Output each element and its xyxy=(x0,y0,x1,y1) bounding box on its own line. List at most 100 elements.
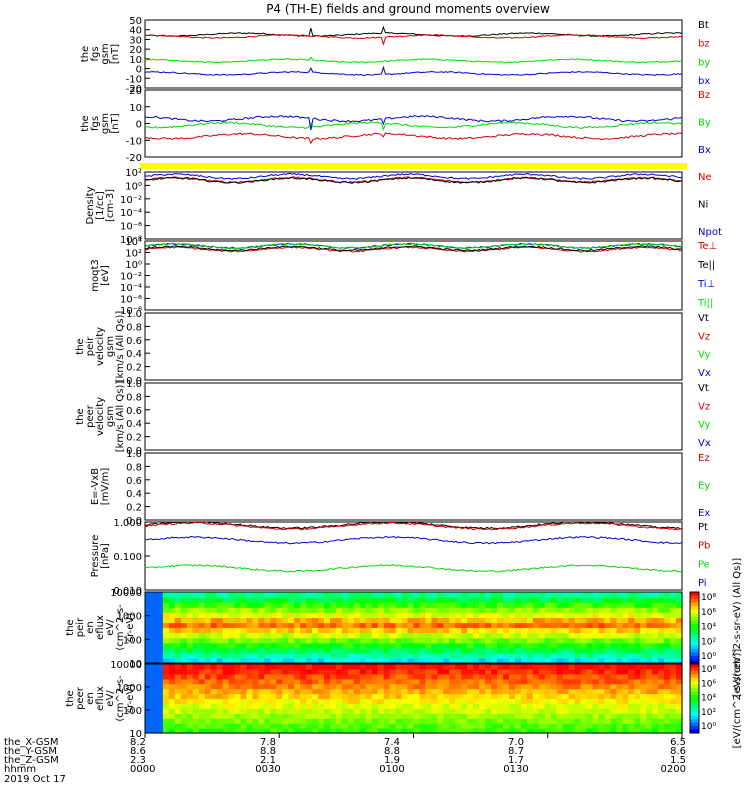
heatmap-cell xyxy=(616,632,623,639)
heatmap-cell xyxy=(520,728,528,734)
heatmap-cell xyxy=(377,703,385,709)
heatmap-cell xyxy=(228,617,236,624)
heatmap-cell xyxy=(252,592,259,598)
heatmap-cell xyxy=(270,607,277,613)
heatmap-cell xyxy=(198,622,206,629)
heatmap-cell xyxy=(670,673,677,680)
colorbar-step xyxy=(690,708,699,713)
heatmap-cell xyxy=(151,683,158,690)
heatmap-cell xyxy=(443,622,450,629)
heatmap-cell xyxy=(282,612,289,618)
heatmap-cell xyxy=(676,592,683,598)
heatmap-cell xyxy=(168,642,176,649)
heatmap-cell xyxy=(365,607,373,613)
heatmap-cell xyxy=(562,602,570,608)
heatmap-cell xyxy=(646,668,653,675)
y-label-line: eflux xyxy=(95,615,106,640)
heatmap-cell xyxy=(497,592,504,598)
heatmap-cell xyxy=(616,683,623,690)
heatmap-cell xyxy=(437,673,444,680)
heatmap-cell xyxy=(168,627,176,634)
heatmap-cell xyxy=(628,723,635,729)
heatmap-cell xyxy=(174,657,182,664)
heatmap-cell xyxy=(646,728,653,734)
heatmap-cell xyxy=(628,708,635,714)
heatmap-cell xyxy=(174,637,182,644)
heatmap-cell xyxy=(156,602,164,608)
heatmap-cell xyxy=(628,592,635,598)
heatmap-cell xyxy=(264,642,271,649)
heatmap-cell xyxy=(526,592,534,598)
heatmap-cell xyxy=(485,698,492,704)
heatmap-cell xyxy=(497,683,504,690)
heatmap-cell xyxy=(204,602,212,608)
heatmap-cell xyxy=(455,627,462,634)
heatmap-cell xyxy=(497,723,504,729)
heatmap-cell xyxy=(210,713,218,719)
heatmap-cell xyxy=(622,637,629,644)
heatmap-cell xyxy=(574,622,582,629)
heatmap-cell xyxy=(407,617,415,624)
heatmap-cell xyxy=(532,678,540,685)
heatmap-cell xyxy=(192,718,200,724)
heatmap-cell xyxy=(306,673,313,680)
heatmap-cell xyxy=(300,723,307,729)
heatmap-cell xyxy=(174,718,182,724)
heatmap-cell xyxy=(145,673,152,680)
heatmap-cell xyxy=(216,683,224,690)
heatmap-cell xyxy=(168,622,176,629)
heatmap-cell xyxy=(395,632,403,639)
heatmap-cell xyxy=(347,664,355,670)
heatmap-cell xyxy=(365,678,373,685)
heatmap-cell xyxy=(556,673,564,680)
heatmap-cell xyxy=(467,683,474,690)
heatmap-cell xyxy=(419,602,427,608)
heatmap-cell xyxy=(324,673,331,680)
heatmap-cell xyxy=(509,592,516,598)
heatmap-cell xyxy=(646,597,653,603)
heatmap-cell xyxy=(485,592,492,598)
heatmap-cell xyxy=(580,617,588,624)
heatmap-cell xyxy=(526,698,534,704)
heatmap-cell xyxy=(377,632,385,639)
x-tick-label: 1.9 xyxy=(384,755,400,766)
heatmap-cell xyxy=(544,632,552,639)
heatmap-cell xyxy=(592,602,600,608)
heatmap-cell xyxy=(377,723,385,729)
heatmap-cell xyxy=(443,678,450,685)
heatmap-cell xyxy=(276,678,283,685)
colorbar-step xyxy=(690,684,699,689)
heatmap-cell xyxy=(151,673,158,680)
heatmap-cell xyxy=(455,632,462,639)
heatmap-cell xyxy=(652,612,659,618)
heatmap-cell xyxy=(676,728,683,734)
heatmap-cell xyxy=(264,627,271,634)
heatmap-cell xyxy=(437,678,444,685)
y-tick-label: 10000 xyxy=(110,660,142,671)
heatmap-cell xyxy=(437,664,444,670)
heatmap-cell xyxy=(514,683,522,690)
heatmap-cell xyxy=(491,673,498,680)
heatmap-cell xyxy=(491,607,498,613)
heatmap-cell xyxy=(168,708,176,714)
y-tick-label: 1000 xyxy=(117,683,142,694)
heatmap-cell xyxy=(359,703,367,709)
heatmap-cell xyxy=(449,637,456,644)
heatmap-cell xyxy=(592,607,600,613)
heatmap-cell xyxy=(234,637,242,644)
heatmap-cell xyxy=(198,617,206,624)
heatmap-cell xyxy=(610,592,617,598)
heatmap-cell xyxy=(532,728,540,734)
heatmap-cell xyxy=(538,632,546,639)
heatmap-cell xyxy=(276,673,283,680)
heatmap-cell xyxy=(186,602,194,608)
heatmap-cell xyxy=(574,664,582,670)
heatmap-cell xyxy=(491,652,498,659)
heatmap-cell xyxy=(646,678,653,685)
heatmap-cell xyxy=(252,693,259,700)
heatmap-cell xyxy=(646,683,653,690)
heatmap-cell xyxy=(145,647,152,654)
heatmap-cell xyxy=(252,718,259,724)
y-label-line: [eV] xyxy=(100,265,111,286)
heatmap-cell xyxy=(246,642,253,649)
